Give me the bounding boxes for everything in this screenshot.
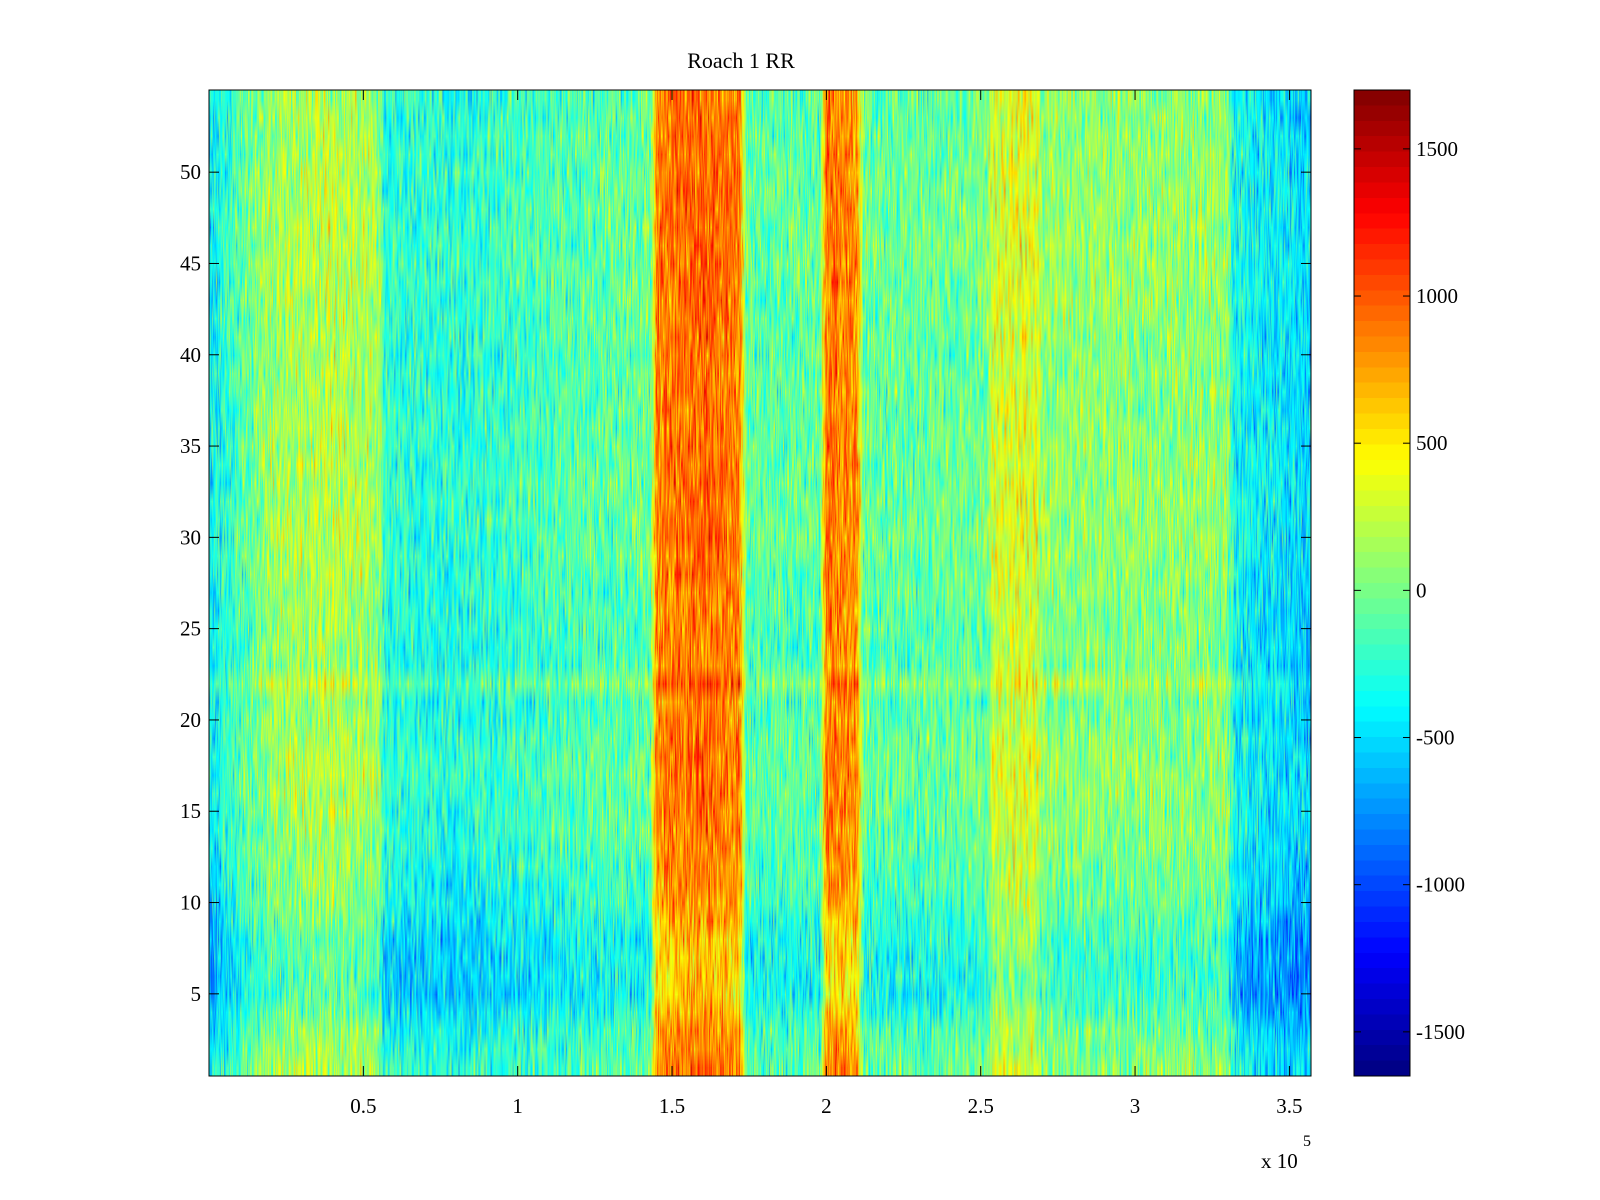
y-tick-label: 5 xyxy=(191,982,202,1006)
colorbar-frame xyxy=(1353,89,1411,1077)
colorbar-tick-label: 0 xyxy=(1416,578,1427,602)
heatmap-cells xyxy=(209,90,1311,1076)
x-tick-label: 3 xyxy=(1130,1094,1141,1118)
y-tick-label: 35 xyxy=(180,434,201,458)
x-axis-exponent-base: x 10 xyxy=(1261,1149,1298,1173)
colorbar-gradient xyxy=(1354,90,1410,1076)
colorbar-tick-label: 500 xyxy=(1416,431,1448,455)
y-tick-label: 30 xyxy=(180,525,201,549)
chart-title: Roach 1 RR xyxy=(687,48,795,73)
y-tick-label: 10 xyxy=(180,891,201,915)
x-axis-ticks: 0.5 1 1.5 2 2.5 3 3.5 xyxy=(350,90,1303,1118)
y-tick-label: 15 xyxy=(180,799,201,823)
y-tick-label: 50 xyxy=(180,160,201,184)
y-tick-label: 40 xyxy=(180,343,201,367)
colorbar-ticks: -1500 -1000 -500 0 500 1000 1500 xyxy=(1354,137,1465,1044)
y-axis-ticks: 5 10 15 20 25 30 35 40 45 50 xyxy=(180,160,1311,1006)
y-tick-label: 25 xyxy=(180,617,201,641)
x-tick-label: 2.5 xyxy=(968,1094,994,1118)
colorbar-tick-label: -1000 xyxy=(1416,873,1465,897)
colorbar-tick-label: -1500 xyxy=(1416,1020,1465,1044)
x-tick-label: 1.5 xyxy=(659,1094,685,1118)
colorbar-tick-label: -500 xyxy=(1416,726,1455,750)
plot-frame xyxy=(208,89,1312,1077)
x-axis-exponent-power: 5 xyxy=(1303,1133,1311,1150)
x-tick-label: 2 xyxy=(821,1094,832,1118)
x-tick-label: 3.5 xyxy=(1276,1094,1302,1118)
heatmap-plot-area: 0.5 1 1.5 2 2.5 3 3.5 5 10 15 20 25 30 35 40 45 50 xyxy=(180,89,1312,1118)
y-tick-label: 20 xyxy=(180,708,201,732)
x-tick-label: 1 xyxy=(512,1094,523,1118)
y-tick-label: 45 xyxy=(180,251,201,275)
colorbar-tick-label: 1000 xyxy=(1416,284,1458,308)
colorbar: -1500 -1000 -500 0 500 1000 1500 xyxy=(1353,89,1465,1077)
x-tick-label: 0.5 xyxy=(350,1094,376,1118)
colorbar-tick-label: 1500 xyxy=(1416,137,1458,161)
